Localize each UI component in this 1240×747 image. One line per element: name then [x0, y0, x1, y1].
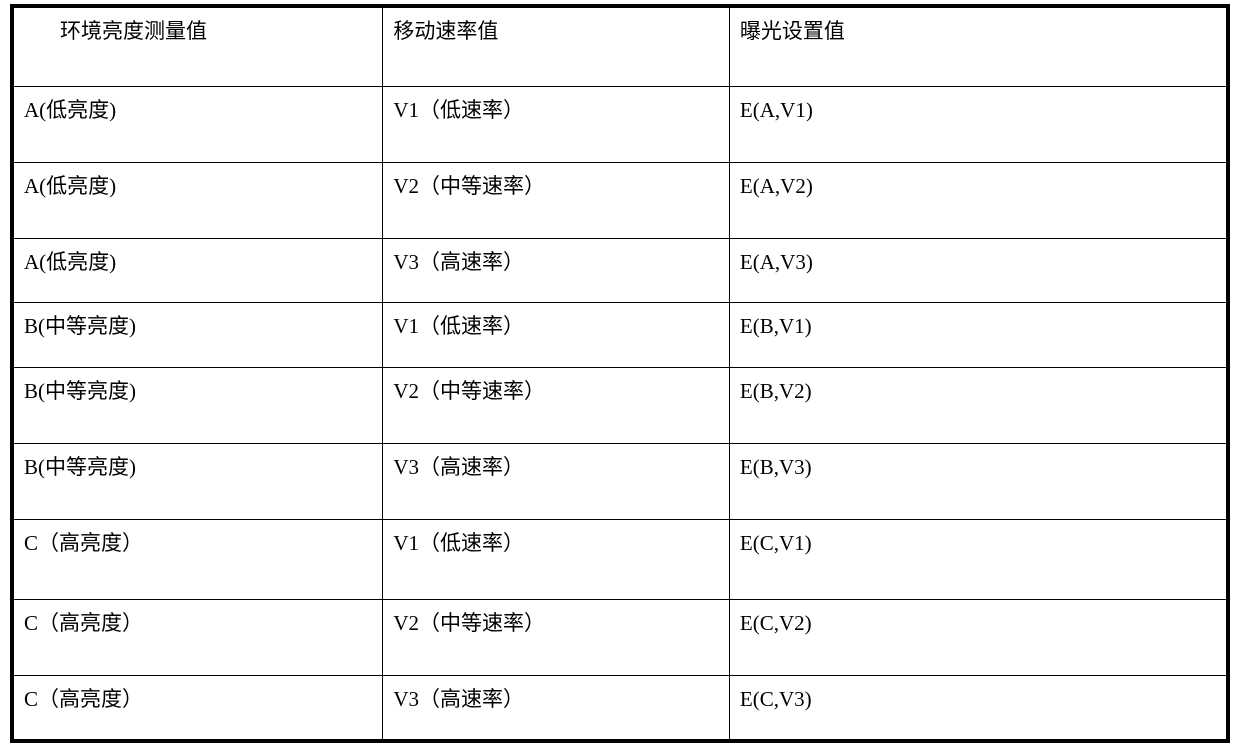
- cell-speed: V3（高速率）: [383, 238, 730, 303]
- cell-exposure: E(B,V3): [729, 443, 1228, 519]
- cell-speed: V3（高速率）: [383, 443, 730, 519]
- col-header-brightness: 环境亮度测量值: [12, 6, 383, 86]
- cell-speed: V3（高速率）: [383, 675, 730, 741]
- cell-speed: V2（中等速率）: [383, 599, 730, 675]
- cell-brightness: C（高亮度）: [12, 675, 383, 741]
- cell-exposure: E(A,V2): [729, 162, 1228, 238]
- cell-exposure: E(A,V3): [729, 238, 1228, 303]
- cell-speed: V2（中等速率）: [383, 367, 730, 443]
- cell-speed: V2（中等速率）: [383, 162, 730, 238]
- table-header: 环境亮度测量值 移动速率值 曝光设置值: [12, 6, 1228, 86]
- cell-exposure: E(C,V1): [729, 519, 1228, 599]
- cell-exposure: E(C,V2): [729, 599, 1228, 675]
- cell-speed: V1（低速率）: [383, 303, 730, 368]
- exposure-lookup-table: 环境亮度测量值 移动速率值 曝光设置值 A(低亮度) V1（低速率） E(A,V…: [10, 4, 1230, 743]
- col-header-exposure: 曝光设置值: [729, 6, 1228, 86]
- table-row: B(中等亮度) V2（中等速率） E(B,V2): [12, 367, 1228, 443]
- table-row: C（高亮度） V2（中等速率） E(C,V2): [12, 599, 1228, 675]
- table-row: C（高亮度） V1（低速率） E(C,V1): [12, 519, 1228, 599]
- table-body: A(低亮度) V1（低速率） E(A,V1) A(低亮度) V2（中等速率） E…: [12, 86, 1228, 741]
- cell-brightness: A(低亮度): [12, 86, 383, 162]
- cell-brightness: B(中等亮度): [12, 367, 383, 443]
- cell-exposure: E(C,V3): [729, 675, 1228, 741]
- cell-exposure: E(B,V2): [729, 367, 1228, 443]
- cell-brightness: C（高亮度）: [12, 519, 383, 599]
- cell-speed: V1（低速率）: [383, 86, 730, 162]
- table-row: A(低亮度) V3（高速率） E(A,V3): [12, 238, 1228, 303]
- table-row: B(中等亮度) V1（低速率） E(B,V1): [12, 303, 1228, 368]
- table-row: B(中等亮度) V3（高速率） E(B,V3): [12, 443, 1228, 519]
- cell-brightness: B(中等亮度): [12, 443, 383, 519]
- table-row: A(低亮度) V2（中等速率） E(A,V2): [12, 162, 1228, 238]
- table-header-row: 环境亮度测量值 移动速率值 曝光设置值: [12, 6, 1228, 86]
- cell-brightness: A(低亮度): [12, 162, 383, 238]
- col-header-speed: 移动速率值: [383, 6, 730, 86]
- cell-exposure: E(A,V1): [729, 86, 1228, 162]
- cell-brightness: C（高亮度）: [12, 599, 383, 675]
- table-row: C（高亮度） V3（高速率） E(C,V3): [12, 675, 1228, 741]
- exposure-lookup-table-container: 环境亮度测量值 移动速率值 曝光设置值 A(低亮度) V1（低速率） E(A,V…: [0, 0, 1240, 747]
- cell-brightness: A(低亮度): [12, 238, 383, 303]
- cell-speed: V1（低速率）: [383, 519, 730, 599]
- cell-exposure: E(B,V1): [729, 303, 1228, 368]
- table-row: A(低亮度) V1（低速率） E(A,V1): [12, 86, 1228, 162]
- cell-brightness: B(中等亮度): [12, 303, 383, 368]
